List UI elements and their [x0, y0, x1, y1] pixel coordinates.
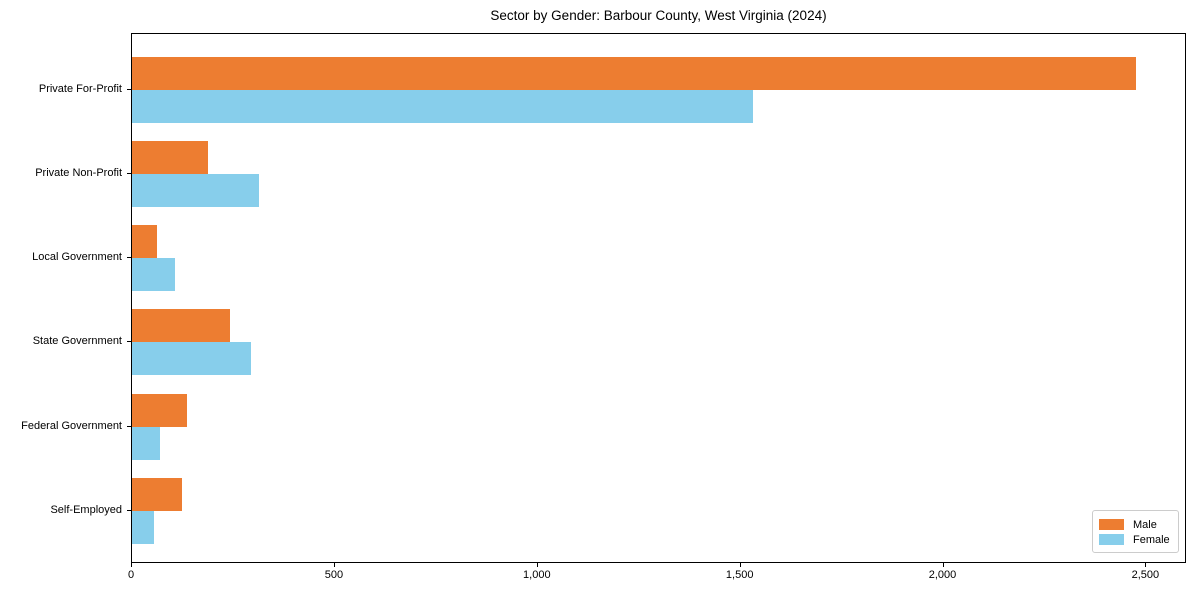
x-tick-label-4: 2,000 — [928, 569, 957, 581]
y-tick-label-3: State Government — [32, 335, 122, 348]
male-swatch-icon — [1099, 519, 1124, 530]
y-tick-mark — [127, 257, 131, 258]
plot-area — [131, 33, 1186, 563]
x-tick-label-2: 1,000 — [523, 569, 551, 581]
x-tick-label-5: 2,500 — [1131, 569, 1160, 581]
y-tick-mark — [127, 341, 131, 343]
x-tick-label-3: 1,500 — [725, 569, 754, 581]
bar-female-3 — [132, 342, 251, 376]
x-tick-mark — [942, 563, 944, 567]
x-tick-mark — [739, 563, 741, 567]
x-tick-label-1: 500 — [324, 569, 344, 581]
bar-female-4 — [132, 426, 160, 460]
x-tick-mark — [1145, 563, 1147, 567]
legend-row-male: Male — [1099, 517, 1178, 532]
legend: Male Female — [1092, 510, 1179, 553]
female-swatch-icon — [1099, 534, 1124, 545]
bar-female-1 — [132, 173, 259, 207]
y-tick-label-5: Self-Employed — [50, 503, 122, 516]
bar-male-5 — [132, 477, 182, 511]
y-tick-mark — [127, 425, 131, 427]
bar-male-3 — [132, 309, 231, 343]
y-tick-label-0: Private For-Profit — [38, 82, 122, 95]
y-tick-label-4: Federal Government — [21, 419, 122, 432]
y-tick-mark — [127, 172, 131, 174]
x-tick-mark — [536, 563, 538, 567]
x-tick-mark — [333, 563, 335, 567]
y-tick-label-2: Local Government — [32, 251, 122, 263]
legend-row-female: Female — [1099, 532, 1178, 547]
bar-male-2 — [132, 225, 158, 258]
legend-label-female: Female — [1133, 533, 1170, 546]
y-tick-mark — [127, 88, 131, 90]
bar-male-0 — [132, 56, 1137, 90]
chart-title: Sector by Gender: Barbour County, West V… — [490, 8, 827, 23]
bar-female-2 — [132, 258, 175, 291]
y-tick-label-1: Private Non-Profit — [35, 166, 122, 179]
x-tick-label-0: 0 — [127, 569, 135, 581]
bar-male-1 — [132, 140, 208, 174]
bar-male-4 — [132, 393, 188, 427]
legend-label-male: Male — [1133, 518, 1157, 531]
bar-female-5 — [132, 510, 154, 544]
bar-female-0 — [132, 89, 753, 123]
y-tick-mark — [127, 509, 131, 511]
x-tick-mark — [131, 563, 132, 567]
